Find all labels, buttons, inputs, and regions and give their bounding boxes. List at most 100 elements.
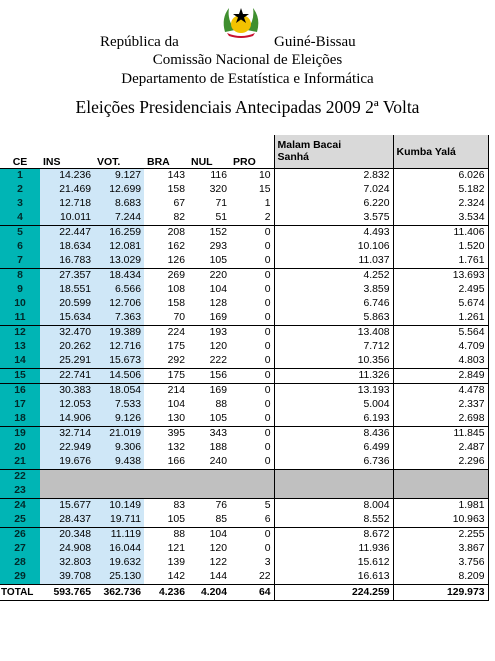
cell-ins: 21.469 xyxy=(40,183,94,197)
table-row: 9 18.551 6.566 108 104 0 3.859 2.495 xyxy=(0,283,489,297)
page-title: Eleições Presidenciais Antecipadas 2009 … xyxy=(75,97,420,117)
cell-mb: 11.326 xyxy=(274,368,394,384)
cell-vot: 11.119 xyxy=(94,527,144,542)
cell-vot: 12.706 xyxy=(94,297,144,311)
cell-mb: 4.252 xyxy=(274,268,394,283)
cell-ky: 2.495 xyxy=(393,283,489,297)
total-cell-bra: 4.236 xyxy=(144,584,188,601)
cell-ce: 1 xyxy=(0,168,40,183)
cell-nul: 156 xyxy=(188,368,230,384)
cell-pro: 0 xyxy=(230,426,275,441)
cell-mb: 6.746 xyxy=(274,297,394,311)
cell-vot: 7.363 xyxy=(94,311,144,326)
cell-nul: 220 xyxy=(188,268,230,283)
cell-ky: 13.693 xyxy=(393,268,489,283)
cell-mb xyxy=(274,484,394,499)
cell-bra: 142 xyxy=(144,570,188,585)
cell-pro: 0 xyxy=(230,441,275,455)
cell-ce: 6 xyxy=(0,240,40,254)
cell-ky: 2.296 xyxy=(393,455,489,470)
cell-ins: 20.599 xyxy=(40,297,94,311)
table-row: 5 22.447 16.259 208 152 0 4.493 11.406 xyxy=(0,225,489,240)
cell-vot: 14.506 xyxy=(94,368,144,384)
cell-ky: 11.406 xyxy=(393,225,489,240)
cell-pro: 10 xyxy=(230,168,275,183)
table-header-row: CE INS VOT. BRA NUL PRO Malam Bacai Sanh… xyxy=(0,135,489,169)
cell-ins: 25.291 xyxy=(40,354,94,369)
cell-mb: 10.356 xyxy=(274,354,394,369)
cell-vot: 12.716 xyxy=(94,340,144,354)
cell-bra: 105 xyxy=(144,513,188,528)
cell-bra: 143 xyxy=(144,168,188,183)
cell-nul: 144 xyxy=(188,570,230,585)
cell-pro: 22 xyxy=(230,570,275,585)
national-emblem-icon xyxy=(223,8,259,38)
cell-mb: 11.037 xyxy=(274,254,394,269)
cell-bra xyxy=(144,484,188,499)
cell-pro: 0 xyxy=(230,354,275,369)
cell-ky: 4.478 xyxy=(393,383,489,398)
cell-ins: 22.741 xyxy=(40,368,94,384)
cell-vot: 12.081 xyxy=(94,240,144,254)
cell-ce: 15 xyxy=(0,368,40,384)
cell-vot xyxy=(94,469,144,484)
cell-nul: 343 xyxy=(188,426,230,441)
table-row: 24 15.677 10.149 83 76 5 8.004 1.981 xyxy=(0,498,489,513)
cell-vot: 8.683 xyxy=(94,197,144,211)
cell-mb: 11.936 xyxy=(274,542,394,556)
cell-ky: 3.756 xyxy=(393,556,489,570)
cell-nul: 116 xyxy=(188,168,230,183)
cell-ky: 2.337 xyxy=(393,398,489,412)
table-row: 21 19.676 9.438 166 240 0 6.736 2.296 xyxy=(0,455,489,470)
cell-vot: 19.711 xyxy=(94,513,144,528)
cell-ky xyxy=(393,484,489,499)
total-cell-ce: TOTAL xyxy=(0,584,40,601)
table-row: 12 32.470 19.389 224 193 0 13.408 5.564 xyxy=(0,325,489,340)
cell-mb: 3.859 xyxy=(274,283,394,297)
commission-name: Comissão Nacional de Eleições xyxy=(152,52,343,68)
cell-pro: 0 xyxy=(230,311,275,326)
cell-bra: 158 xyxy=(144,297,188,311)
cell-nul: 120 xyxy=(188,542,230,556)
cell-ce: 24 xyxy=(0,498,40,513)
cell-bra: 269 xyxy=(144,268,188,283)
cell-ky: 2.487 xyxy=(393,441,489,455)
cell-bra: 395 xyxy=(144,426,188,441)
department-name: Departamento de Estatística e Informátic… xyxy=(121,71,374,87)
cell-ce: 25 xyxy=(0,513,40,528)
cell-ce: 29 xyxy=(0,570,40,585)
cell-bra: 175 xyxy=(144,368,188,384)
cell-ins: 15.634 xyxy=(40,311,94,326)
cell-ce: 17 xyxy=(0,398,40,412)
document-header: República da Guiné-Bissau Comissão Nacio… xyxy=(0,0,495,134)
cell-ce: 2 xyxy=(0,183,40,197)
cell-ce: 16 xyxy=(0,383,40,398)
table-row: 26 20.348 11.119 88 104 0 8.672 2.255 xyxy=(0,527,489,542)
cell-bra: 130 xyxy=(144,412,188,427)
cell-pro: 15 xyxy=(230,183,275,197)
cell-vot: 12.699 xyxy=(94,183,144,197)
cell-pro: 0 xyxy=(230,398,275,412)
cell-bra: 132 xyxy=(144,441,188,455)
cell-bra: 108 xyxy=(144,283,188,297)
cell-ins: 28.437 xyxy=(40,513,94,528)
cell-ins: 32.803 xyxy=(40,556,94,570)
cell-ky: 4.803 xyxy=(393,354,489,369)
cell-vot: 19.632 xyxy=(94,556,144,570)
cell-pro xyxy=(230,484,275,499)
cell-ins: 18.634 xyxy=(40,240,94,254)
cell-bra: 208 xyxy=(144,225,188,240)
cell-bra: 104 xyxy=(144,398,188,412)
cell-ins: 14.906 xyxy=(40,412,94,427)
cell-vot: 25.130 xyxy=(94,570,144,585)
cell-pro: 2 xyxy=(230,211,275,226)
cell-mb xyxy=(274,469,394,484)
cell-pro: 0 xyxy=(230,527,275,542)
cell-vot: 16.259 xyxy=(94,225,144,240)
cell-ce: 23 xyxy=(0,484,40,499)
cell-nul xyxy=(188,484,230,499)
cell-nul: 240 xyxy=(188,455,230,470)
cell-ce: 28 xyxy=(0,556,40,570)
cell-ce: 8 xyxy=(0,268,40,283)
cell-ce: 26 xyxy=(0,527,40,542)
